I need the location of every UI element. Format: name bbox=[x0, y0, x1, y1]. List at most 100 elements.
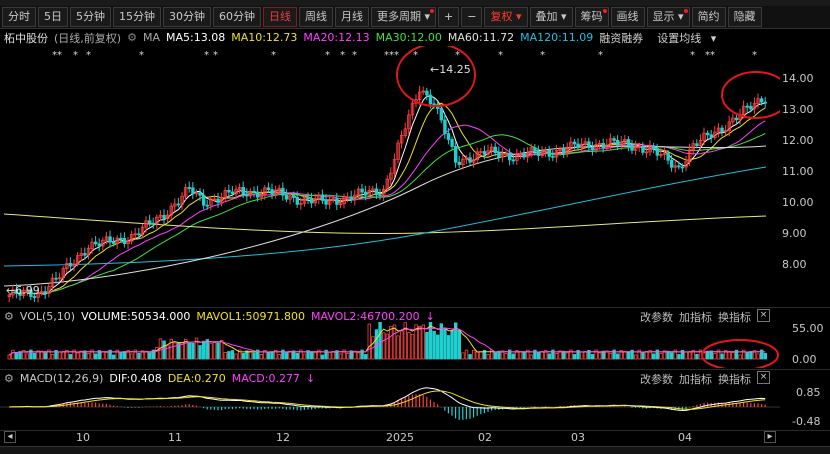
candle bbox=[309, 198, 314, 204]
candle bbox=[155, 216, 159, 225]
period-30min[interactable]: 30分钟 bbox=[163, 7, 211, 27]
period-60min[interactable]: 60分钟 bbox=[213, 7, 261, 27]
volume-bar bbox=[58, 351, 62, 360]
period-5day[interactable]: 5日 bbox=[38, 7, 68, 27]
ma-label: MA bbox=[142, 31, 160, 44]
candlestick-chart[interactable]: ** * * * * * * * * * *** * * * * * * ** … bbox=[0, 46, 780, 308]
period-fenshi[interactable]: 分时 bbox=[2, 7, 36, 27]
volume-bar bbox=[245, 350, 249, 360]
volume-settings-gear-icon[interactable]: ⚙ bbox=[4, 310, 14, 323]
fuquan-dropdown[interactable]: 复权 ▾ bbox=[484, 7, 528, 27]
change-params-button[interactable]: 改参数 bbox=[640, 373, 673, 386]
volume-bar bbox=[295, 352, 299, 360]
draw-line-button[interactable]: 画线 bbox=[610, 7, 645, 27]
candle bbox=[363, 191, 368, 196]
volume-bar bbox=[144, 350, 148, 360]
candle bbox=[482, 151, 487, 155]
candle bbox=[601, 142, 605, 149]
hide-button[interactable]: 隐藏 bbox=[727, 7, 762, 27]
candle bbox=[709, 134, 713, 138]
candle bbox=[713, 131, 717, 138]
candle bbox=[396, 142, 400, 160]
volume-bar bbox=[363, 354, 368, 360]
settings-gear-icon[interactable]: ⚙ bbox=[127, 31, 137, 44]
candle bbox=[724, 130, 728, 132]
notification-dot-icon bbox=[602, 9, 607, 13]
candle bbox=[97, 243, 101, 247]
candle bbox=[626, 139, 631, 147]
candle bbox=[119, 237, 123, 240]
mavol2-value: MAVOL2:46700.200 ↓ bbox=[310, 310, 435, 323]
volume-indicator-bar: ⚙ VOL(5,10) VOLUME:50534.000 MAVOL1:5097… bbox=[0, 309, 780, 324]
candle bbox=[619, 141, 623, 146]
scroll-right-icon[interactable]: ▸ bbox=[764, 431, 776, 443]
overlay-dropdown[interactable]: 叠加 ▾ bbox=[529, 7, 573, 27]
period-weekly[interactable]: 周线 bbox=[299, 7, 333, 27]
add-indicator-button[interactable]: 加指标 bbox=[679, 373, 712, 386]
change-params-button[interactable]: 改参数 bbox=[640, 311, 673, 324]
display-dropdown[interactable]: 显示 ▾ bbox=[646, 7, 690, 27]
volume-bar bbox=[360, 349, 364, 360]
close-icon[interactable]: × bbox=[757, 309, 770, 322]
candle bbox=[374, 188, 379, 196]
volume-bar bbox=[572, 354, 577, 360]
candle bbox=[453, 146, 458, 163]
event-markers: ** * * * * * * * * * *** * * * * * * ** … bbox=[52, 50, 757, 61]
volume-chart[interactable] bbox=[0, 322, 780, 368]
candle bbox=[36, 292, 40, 298]
volume-bar bbox=[29, 349, 33, 360]
add-indicator-button[interactable]: 加指标 bbox=[679, 311, 712, 324]
volume-bar bbox=[515, 350, 519, 360]
volume-bar bbox=[176, 342, 181, 360]
mavol1-value: MAVOL1:50971.800 bbox=[196, 310, 305, 323]
volume-bar bbox=[32, 353, 37, 360]
event-marker: ** bbox=[52, 50, 62, 61]
close-icon[interactable]: × bbox=[757, 371, 770, 384]
volume-bar bbox=[626, 351, 631, 360]
candle bbox=[14, 289, 19, 294]
volume-bar bbox=[634, 354, 638, 360]
volume-bar bbox=[716, 349, 721, 360]
chips-button[interactable]: 筹码 bbox=[574, 7, 609, 27]
simple-mode-button[interactable]: 简约 bbox=[691, 7, 726, 27]
dif-value: DIF:0.408 bbox=[109, 372, 162, 385]
macd-panel-buttons: 改参数 加指标 换指标 × bbox=[640, 371, 770, 387]
macd-tick: -0.48 bbox=[792, 415, 821, 428]
margin-trading-label[interactable]: 融资融券 bbox=[599, 31, 644, 45]
candle bbox=[194, 192, 199, 195]
candle bbox=[252, 190, 256, 193]
period-15min[interactable]: 15分钟 bbox=[113, 7, 161, 27]
candle bbox=[144, 220, 148, 228]
volume-bar bbox=[273, 349, 278, 360]
period-5min[interactable]: 5分钟 bbox=[70, 7, 111, 27]
candle bbox=[745, 105, 749, 108]
macd-chart[interactable] bbox=[0, 384, 780, 430]
scroll-left-icon[interactable]: ◂ bbox=[4, 431, 16, 443]
swap-indicator-button[interactable]: 换指标 bbox=[718, 373, 751, 386]
candle bbox=[608, 138, 613, 146]
volume-bar bbox=[68, 354, 73, 360]
period-more-button[interactable]: 更多周期 ▾ bbox=[371, 7, 437, 27]
candle bbox=[695, 143, 699, 147]
candle bbox=[731, 117, 735, 123]
candle bbox=[219, 196, 224, 203]
candle bbox=[684, 161, 688, 168]
volume-bar bbox=[252, 352, 256, 360]
zoom-out-button[interactable]: − bbox=[461, 7, 483, 27]
macd-settings-gear-icon[interactable]: ⚙ bbox=[4, 372, 14, 385]
volume-bar bbox=[335, 350, 339, 360]
set-ma-button[interactable]: 设置均线 ▾ bbox=[657, 30, 722, 46]
volume-bar bbox=[479, 351, 483, 360]
zoom-in-button[interactable]: + bbox=[438, 7, 460, 27]
candle bbox=[507, 153, 512, 161]
volume-bar bbox=[486, 354, 490, 360]
period-daily[interactable]: 日线 bbox=[263, 7, 297, 27]
period-monthly[interactable]: 月线 bbox=[335, 7, 369, 27]
candle bbox=[223, 189, 227, 198]
swap-indicator-button[interactable]: 换指标 bbox=[718, 311, 751, 324]
volume-bar bbox=[497, 350, 501, 360]
candle bbox=[104, 236, 109, 241]
candle bbox=[428, 94, 433, 105]
set-ma-label: 设置均线 bbox=[657, 31, 702, 45]
candle bbox=[11, 289, 15, 296]
